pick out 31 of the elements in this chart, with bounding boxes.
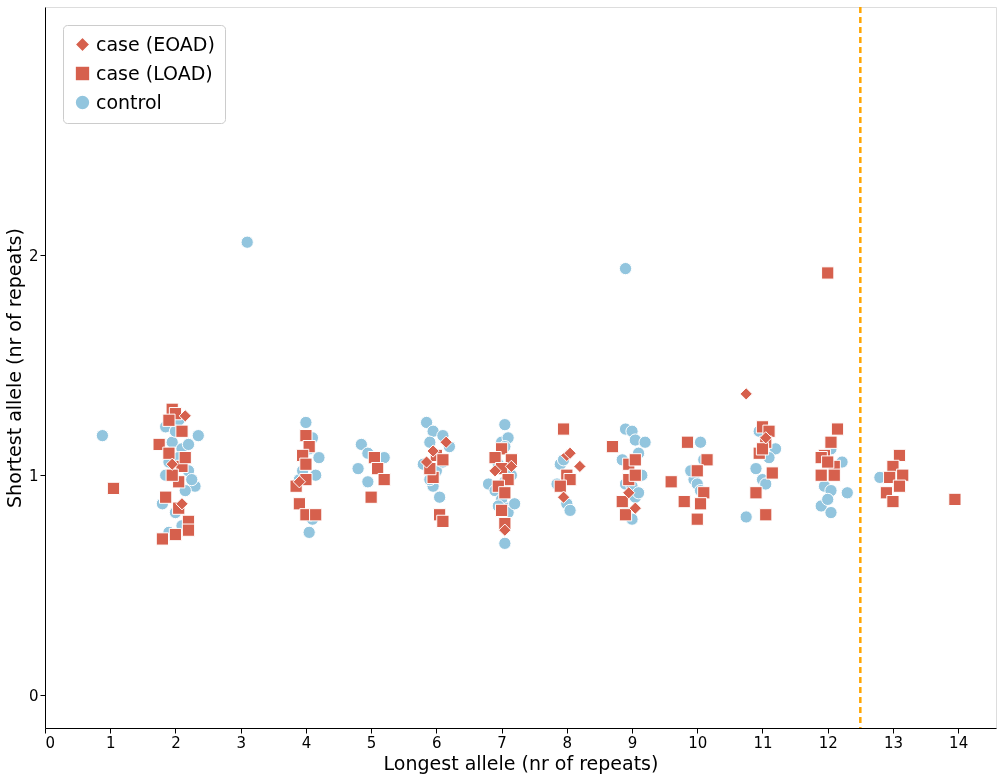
point — [556, 490, 571, 504]
x-tick-label: 6 — [432, 733, 442, 752]
x-tick-label: 3 — [236, 733, 246, 752]
y-tick-label: 0 — [28, 686, 39, 705]
y-tick-label: 2 — [28, 246, 39, 265]
x-tick-label: 1 — [105, 733, 116, 752]
x-tick-label: 5 — [366, 733, 377, 752]
x-tick-label: 14 — [949, 733, 969, 752]
legend-label: control — [96, 90, 162, 113]
x-tick-label: 2 — [171, 733, 181, 752]
x-tick-label: 10 — [688, 733, 708, 752]
x-tick-label: 0 — [45, 733, 56, 752]
legend-label: case (LOAD) — [96, 61, 213, 84]
point — [628, 501, 642, 515]
y-axis-title: Shortest allele (nr of repeats) — [2, 228, 25, 508]
x-tick-label: 9 — [627, 733, 638, 752]
x-axis-title: Longest allele (nr of repeats) — [383, 751, 659, 774]
x-tick-label: 7 — [497, 733, 507, 752]
point — [739, 387, 753, 401]
x-tick-label: 4 — [301, 733, 312, 752]
x-tick-label: 12 — [818, 733, 838, 752]
point — [573, 459, 587, 474]
point — [426, 444, 440, 458]
y-tick-label: 1 — [28, 466, 39, 485]
point — [175, 497, 189, 511]
point — [622, 486, 636, 500]
legend-label: case (EOAD) — [96, 32, 215, 55]
x-tick-label: 13 — [883, 733, 903, 752]
point — [439, 435, 453, 449]
x-tick-label: 8 — [562, 733, 573, 752]
x-tick-label: 11 — [753, 733, 773, 752]
